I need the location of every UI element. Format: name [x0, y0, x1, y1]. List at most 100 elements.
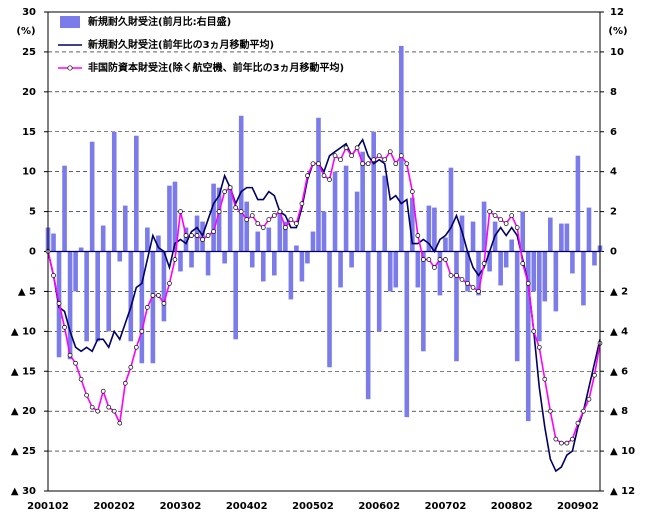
bar [448, 167, 454, 252]
bar [432, 207, 437, 252]
line-marker [487, 209, 492, 214]
line-marker [404, 161, 410, 167]
bar [531, 251, 537, 292]
bar [211, 183, 216, 252]
line-marker [520, 261, 526, 266]
bar [266, 227, 272, 252]
bar [189, 251, 194, 268]
bar [365, 251, 371, 400]
line-marker [354, 145, 360, 151]
y2-tick-label: 4 [610, 167, 617, 178]
y2-tick-label: 8 [610, 87, 617, 98]
bar [134, 135, 139, 252]
line-marker [167, 281, 172, 286]
legend-label: 新規耐久財受注(前月比:右目盛) [88, 15, 231, 28]
line-marker [376, 153, 382, 159]
bar [244, 201, 250, 252]
line-marker [586, 396, 592, 402]
line-marker [409, 189, 415, 194]
line-marker [172, 257, 178, 262]
line-marker [100, 388, 106, 394]
x-tick-label: 200702 [425, 501, 467, 512]
y-tick-label: ▲ 20 [11, 406, 36, 417]
line-marker [283, 225, 288, 230]
bar [443, 237, 448, 252]
bar [51, 233, 56, 252]
bar [437, 251, 443, 296]
bar [575, 155, 581, 252]
bar [95, 251, 100, 342]
bar [360, 151, 365, 252]
line-marker [249, 213, 255, 218]
line-marker [349, 153, 354, 159]
y-tick-label: 0 [29, 247, 36, 258]
bar [559, 223, 564, 252]
line-marker [338, 157, 343, 163]
y2-axis-label: (%) [608, 26, 627, 37]
line-marker [183, 233, 189, 238]
bar [525, 251, 531, 422]
line-marker [178, 209, 183, 214]
bar [592, 251, 597, 266]
line-marker [443, 257, 448, 262]
line-marker [570, 436, 575, 442]
line-marker [310, 161, 316, 167]
line-marker [67, 352, 73, 358]
line-marker [294, 221, 299, 226]
line-marker [95, 408, 101, 414]
line-marker [122, 380, 128, 386]
line-marker [470, 285, 476, 290]
y-tick-label: ▲ 25 [11, 446, 36, 457]
y-axis-label: (%) [16, 26, 35, 37]
line-marker [133, 344, 139, 350]
bar [238, 115, 244, 252]
bar [498, 251, 503, 286]
x-tick-label: 200402 [226, 501, 268, 512]
bar [382, 175, 388, 252]
x-tick-label: 200602 [358, 501, 400, 512]
line-marker [271, 213, 277, 218]
bar [387, 251, 393, 292]
bar [294, 245, 299, 252]
line-marker [332, 153, 338, 159]
line-marker [211, 229, 216, 234]
line-marker [592, 372, 597, 378]
bar [503, 251, 509, 268]
bar [542, 251, 548, 302]
line-marker [564, 440, 570, 446]
y2-tick-label: ▲ 4 [610, 326, 628, 337]
line-marker [426, 257, 432, 262]
line-marker [316, 161, 321, 167]
bar [564, 223, 570, 252]
line-marker [89, 404, 95, 410]
bar [62, 165, 67, 252]
line-marker [393, 161, 399, 167]
bar [283, 221, 288, 252]
line-marker [78, 376, 84, 382]
x-tick-label: 200102 [27, 501, 69, 512]
bar [249, 251, 255, 268]
bar [410, 197, 415, 252]
bar [398, 45, 404, 252]
line-marker [73, 360, 78, 366]
bar [321, 211, 327, 252]
bar [178, 251, 183, 272]
y-tick-label: 20 [22, 87, 36, 98]
line-marker [327, 177, 332, 182]
y2-tick-label: 6 [610, 127, 617, 138]
bar [426, 205, 432, 252]
bar [332, 171, 338, 252]
line-marker [51, 273, 56, 278]
bar [553, 251, 559, 312]
y-tick-label: 30 [22, 7, 36, 18]
line-marker [194, 233, 200, 238]
bar [288, 251, 294, 300]
line-marker [244, 217, 250, 222]
y-tick-label: 5 [29, 207, 36, 218]
bar [343, 165, 349, 252]
bar [67, 251, 73, 360]
line-marker [227, 185, 233, 190]
y-tick-label: ▲ 5 [18, 286, 36, 297]
bar [89, 141, 95, 252]
bar [227, 185, 233, 252]
